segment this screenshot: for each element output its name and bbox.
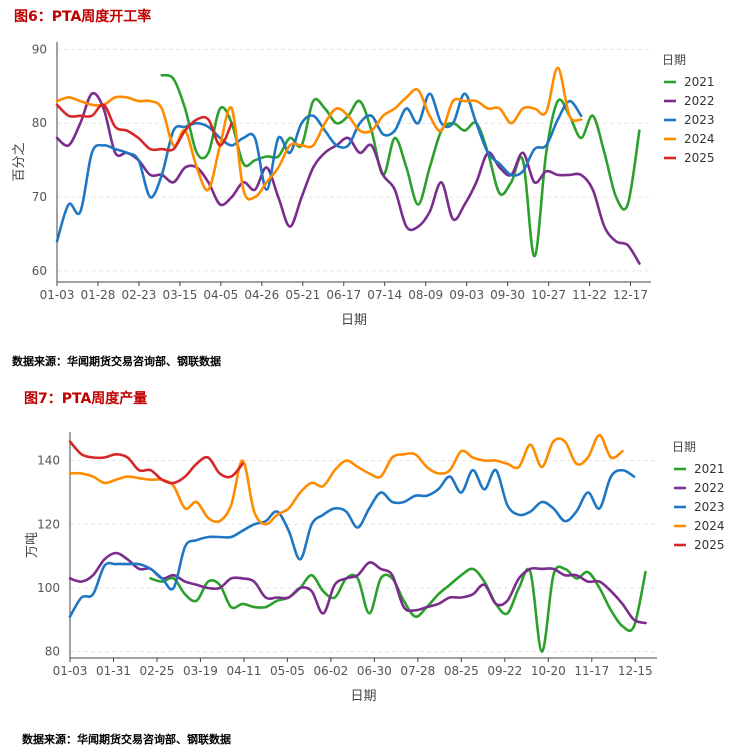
chart1-legend-item[interactable]: 2022 [684,94,715,108]
chart2-x-tick-label: 05-05 [270,664,305,678]
chart1-x-tick-label: 09-30 [490,288,525,302]
chart1-x-tick-label: 11-22 [572,288,607,302]
chart1-legend-item[interactable]: 2024 [684,132,715,146]
chart1-x-tick-label: 01-28 [81,288,116,302]
chart2-x-tick-label: 02-25 [140,664,175,678]
chart2-x-tick-label: 03-19 [183,664,218,678]
chart1-x-tick-label: 04-26 [244,288,279,302]
chart2-y-tick-label: 100 [37,581,60,595]
chart2-y-tick-label: 80 [45,645,60,659]
chart1-x-tick-label: 03-15 [162,288,197,302]
chart2-legend-title: 日期 [672,440,696,454]
chart1-x-tick-label: 09-03 [449,288,484,302]
chart1-x-tick-label: 10-27 [531,288,566,302]
chart1-x-axis-label: 日期 [341,313,367,328]
chart1-x-tick-label: 07-14 [367,288,402,302]
chart2-series-line-2022 [68,551,647,625]
output-chart: 80 100 120 140 01-03 01-31 02-25 03-19 04-11 05-0… [25,432,725,704]
chart1-series-line-2025 [55,103,233,152]
utilization-chart: 60 70 80 90 01-03 01-28 02-23 03-15 04-05 04-26 05… [12,42,715,328]
chart2-series-line-2025 [68,440,244,485]
chart1-x-tick-label: 05-21 [285,288,320,302]
chart2-x-tick-label: 01-31 [96,664,131,678]
chart1-x-tick-label: 04-05 [203,288,238,302]
chart2-legend-item[interactable]: 2021 [694,462,725,476]
chart1-legend-item[interactable]: 2021 [684,75,715,89]
chart2-x-tick-label: 08-25 [444,664,479,678]
chart2-y-tick-label: 140 [37,454,60,468]
chart2-x-tick-label: 04-11 [226,664,261,678]
chart1-legend-item[interactable]: 2025 [684,151,715,165]
chart2-x-tick-label: 12-15 [618,664,653,678]
chart1-x-tick-label: 06-17 [326,288,361,302]
chart2-y-axis-label: 万吨 [25,532,40,558]
chart2-x-tick-label: 01-03 [53,664,88,678]
chart2-x-tick-label: 06-30 [357,664,392,678]
chart2-title: 图7：PTA周度产量 [24,391,148,407]
chart2-x-tick-label: 11-17 [574,664,609,678]
chart1-series-line-2022 [55,91,641,265]
chart1-x-tick-label: 02-23 [121,288,156,302]
chart1-x-tick-label: 08-09 [408,288,443,302]
chart2-legend-item[interactable]: 2024 [694,519,725,533]
chart2-legend-item[interactable]: 2022 [694,481,725,495]
chart1-legend-item[interactable]: 2023 [684,113,715,127]
chart1-x-tick-label: 01-03 [40,288,75,302]
chart1-y-axis-label: 百分之 [12,142,27,181]
chart1-y-tick-label: 90 [32,42,47,56]
chart2-source: 数据来源：华闻期货交易咨询部、钢联数据 [22,733,231,746]
chart2-legend-item[interactable]: 2023 [694,500,725,514]
chart2-x-tick-label: 10-20 [531,664,566,678]
chart1-x-tick-label: 12-17 [613,288,648,302]
chart2-series-line-2021 [149,565,647,653]
chart2-x-tick-label: 07-28 [400,664,435,678]
chart1-legend-title: 日期 [662,53,686,67]
chart2-x-axis-label: 日期 [350,689,376,704]
chart1-series-line-2024 [55,66,583,201]
chart1-y-tick-label: 60 [32,264,47,278]
chart2-legend-item[interactable]: 2025 [694,538,725,552]
chart1-y-tick-label: 80 [32,116,47,130]
chart1-y-tick-label: 70 [32,190,47,204]
chart1-source: 数据来源：华闻期货交易咨询部、钢联数据 [12,355,221,368]
chart2-x-tick-label: 09-22 [487,664,522,678]
chart2-series-line-2023 [68,468,636,618]
chart2-y-tick-label: 120 [37,517,60,531]
chart2-x-tick-label: 06-02 [313,664,348,678]
chart1-title: 图6：PTA周度开工率 [14,9,152,25]
chart1-series-line-2023 [55,92,583,243]
chart1-series-line-2021 [160,73,641,258]
